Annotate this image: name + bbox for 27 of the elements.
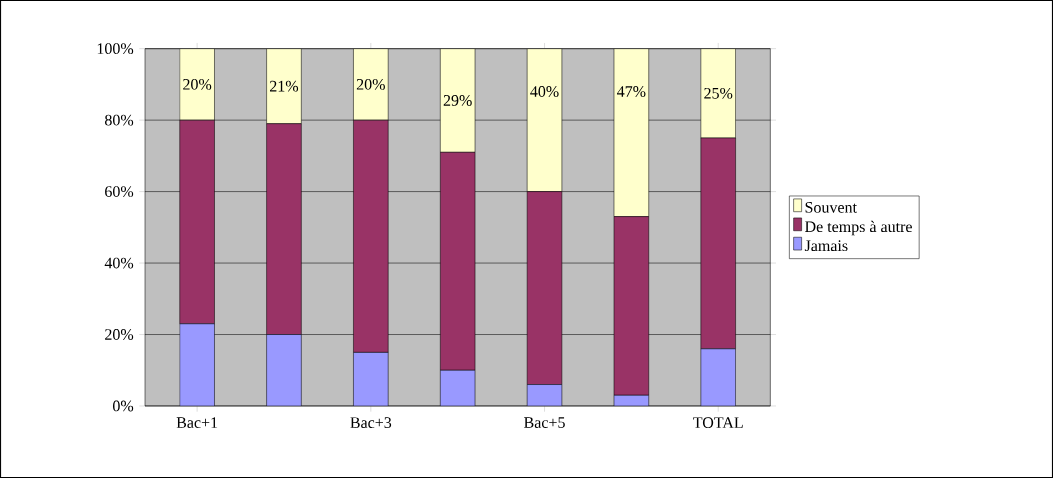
- bar: [526, 48, 563, 192]
- x-tick-label: Bac+5: [524, 417, 565, 428]
- x-tick-label: TOTAL: [693, 417, 743, 429]
- legend-label: De temps à autre: [805, 220, 912, 236]
- legend-label: Jamais: [804, 240, 848, 252]
- data-label: 40%: [530, 86, 559, 97]
- x-tick-label: Bac+1: [176, 417, 218, 428]
- data-label: 20%: [356, 78, 385, 90]
- y-tick-label: 60%: [105, 186, 134, 198]
- bar: [353, 48, 389, 121]
- y-tick-label: 40%: [104, 257, 134, 269]
- y-tick-label: 0%: [113, 400, 134, 412]
- legend-label: Souvent: [805, 202, 857, 213]
- data-label: 20%: [183, 78, 212, 90]
- data-label: 25%: [704, 87, 733, 99]
- data-label: 47%: [617, 86, 646, 97]
- bar: [266, 48, 302, 124]
- x-tick-label: Bac+3: [350, 417, 392, 429]
- y-tick-label: 80%: [105, 114, 134, 126]
- bar: [179, 48, 215, 121]
- bar: [700, 48, 736, 139]
- y-tick-label: 100%: [97, 43, 134, 55]
- data-label: 21%: [270, 80, 299, 92]
- data-label: 29%: [443, 95, 472, 106]
- y-tick-label: 20%: [105, 329, 134, 340]
- bar: [613, 48, 650, 217]
- bar: [440, 48, 476, 153]
